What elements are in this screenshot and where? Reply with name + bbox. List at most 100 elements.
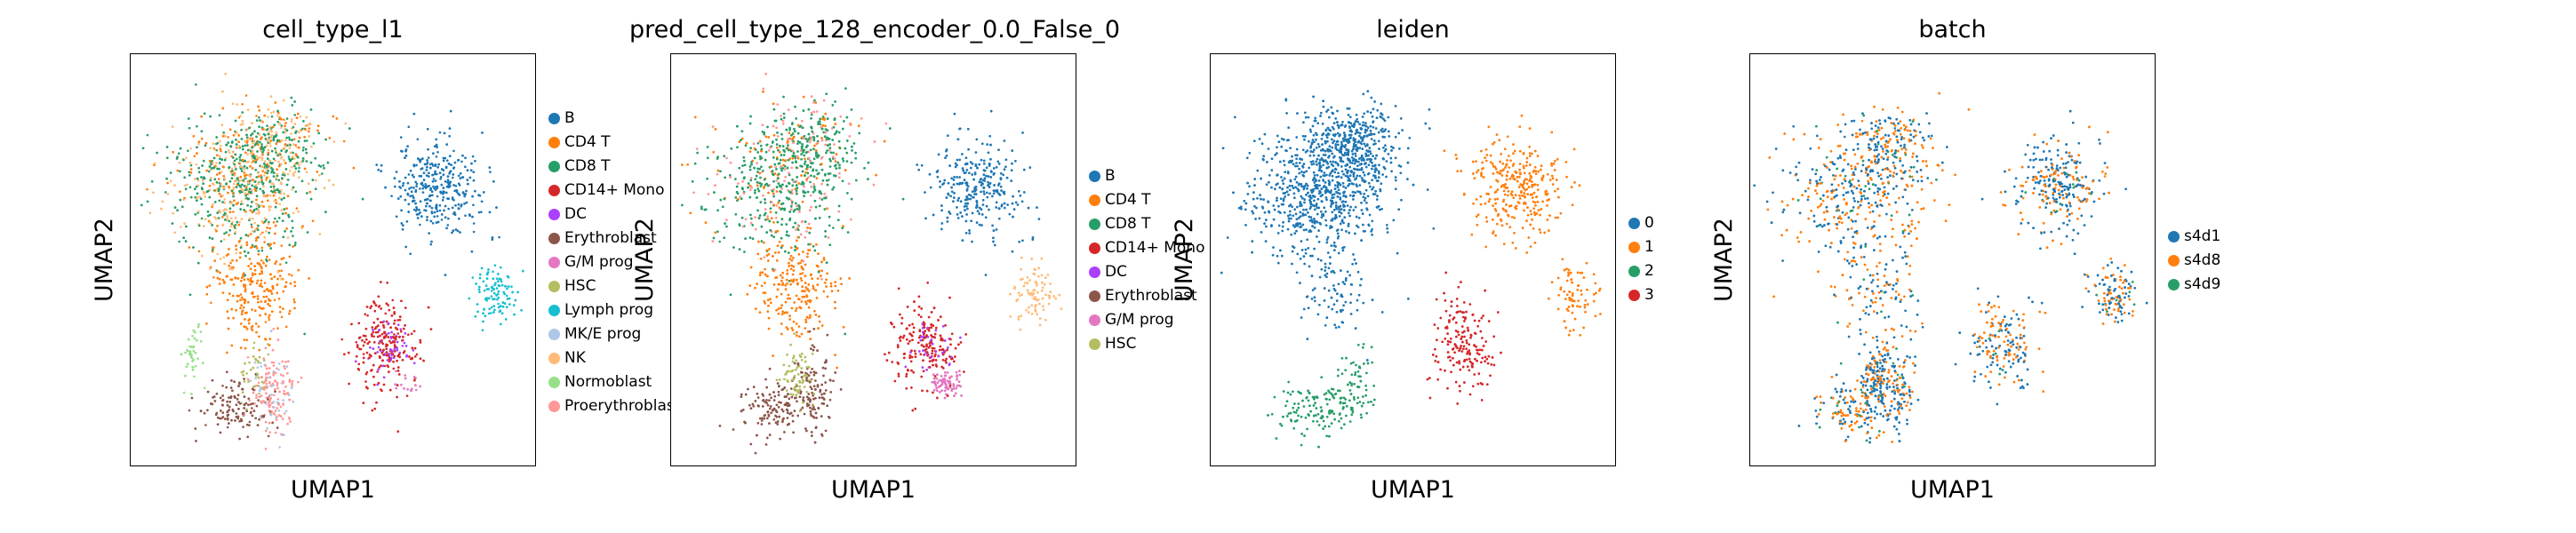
scatter-point (230, 217, 233, 219)
scatter-point (457, 182, 460, 185)
scatter-point (373, 383, 376, 386)
scatter-point (196, 146, 198, 149)
scatter-point (222, 131, 225, 134)
scatter-point (229, 386, 233, 389)
scatter-point (273, 187, 276, 190)
scatter-point (452, 197, 454, 201)
scatter-point (244, 234, 248, 236)
scatter-point (237, 134, 240, 137)
scatter-point (288, 138, 292, 141)
scatter-point (272, 110, 276, 114)
scatter-point (228, 211, 232, 213)
scatter-point (427, 306, 430, 309)
scatter-point (277, 179, 280, 181)
scatter-point (291, 118, 293, 121)
scatter-point (242, 189, 244, 192)
scatter-point (284, 386, 287, 388)
scatter-point (255, 207, 258, 211)
scatter-point (268, 126, 271, 129)
scatter-point (378, 329, 380, 332)
scatter-point (200, 217, 204, 220)
scatter-point (224, 135, 227, 138)
scatter-point (287, 394, 291, 396)
scatter-point (412, 349, 415, 352)
scatter-point (462, 192, 466, 195)
scatter-point (251, 324, 254, 328)
scatter-point (404, 198, 407, 202)
scatter-point (230, 307, 233, 311)
scatter-point (447, 197, 451, 200)
scatter-point (452, 176, 454, 179)
scatter-point (255, 119, 259, 122)
scatter-point (305, 151, 308, 155)
scatter-point (284, 361, 287, 363)
scatter-point (442, 156, 445, 160)
scatter-point (265, 378, 268, 382)
scatter-point (221, 135, 225, 138)
scatter-point (252, 355, 255, 358)
scatter-point (272, 373, 276, 377)
scatter-point (300, 376, 303, 379)
scatter-point (357, 337, 361, 339)
scatter-point (460, 204, 463, 208)
scatter-point (197, 171, 201, 174)
scatter-point (188, 186, 192, 189)
scatter-point (244, 274, 246, 277)
scatter-point (415, 213, 419, 216)
legend-label: MK/E prog (564, 325, 642, 343)
scatter-point (355, 360, 357, 363)
scatter-point (472, 179, 476, 182)
scatter-point (412, 164, 416, 168)
scatter-point (253, 230, 256, 233)
scatter-point (408, 355, 411, 358)
scatter-point (514, 298, 517, 302)
scatter-point (244, 403, 246, 406)
scatter-point (301, 160, 305, 163)
scatter-point (257, 300, 260, 304)
scatter-point (277, 298, 281, 300)
scatter-point (413, 378, 416, 382)
scatter-point (246, 277, 250, 281)
scatter-point (237, 116, 241, 119)
scatter-point (208, 284, 212, 287)
scatter-point (243, 209, 245, 211)
scatter-point (415, 185, 418, 187)
scatter-point (305, 160, 308, 163)
scatter-point (415, 353, 419, 356)
scatter-point (389, 336, 393, 338)
scatter-point (249, 175, 252, 178)
scatter-point (265, 429, 268, 433)
scatter-point (295, 146, 298, 148)
scatter-point (432, 178, 436, 180)
scatter-point (240, 304, 243, 307)
scatter-point (498, 284, 501, 288)
scatter-point (225, 254, 228, 257)
scatter-point (188, 126, 191, 130)
scatter-point (403, 350, 406, 353)
scatter-point (308, 127, 311, 130)
scatter-point (282, 131, 284, 134)
scatter-point (209, 147, 212, 149)
scatter-point (377, 346, 380, 349)
scatter-point (415, 163, 418, 167)
scatter-point (497, 302, 500, 306)
scatter-point (268, 338, 271, 340)
scatter-point (203, 112, 206, 115)
scatter-point (413, 362, 416, 365)
scatter-point (483, 289, 486, 292)
scatter-point (466, 179, 469, 181)
scatter-point (245, 173, 248, 177)
scatter-point (207, 219, 211, 223)
scatter-point (425, 169, 428, 171)
scatter-point (260, 204, 263, 207)
scatter-point (284, 131, 287, 134)
scatter-point (238, 162, 241, 165)
scatter-point (267, 176, 269, 179)
scatter-point (303, 332, 306, 336)
scatter-point (217, 217, 220, 219)
scatter-point (271, 162, 274, 164)
scatter-point (420, 175, 423, 178)
scatter-point (279, 311, 282, 314)
scatter-point (404, 345, 408, 347)
scatter-point (264, 321, 268, 323)
